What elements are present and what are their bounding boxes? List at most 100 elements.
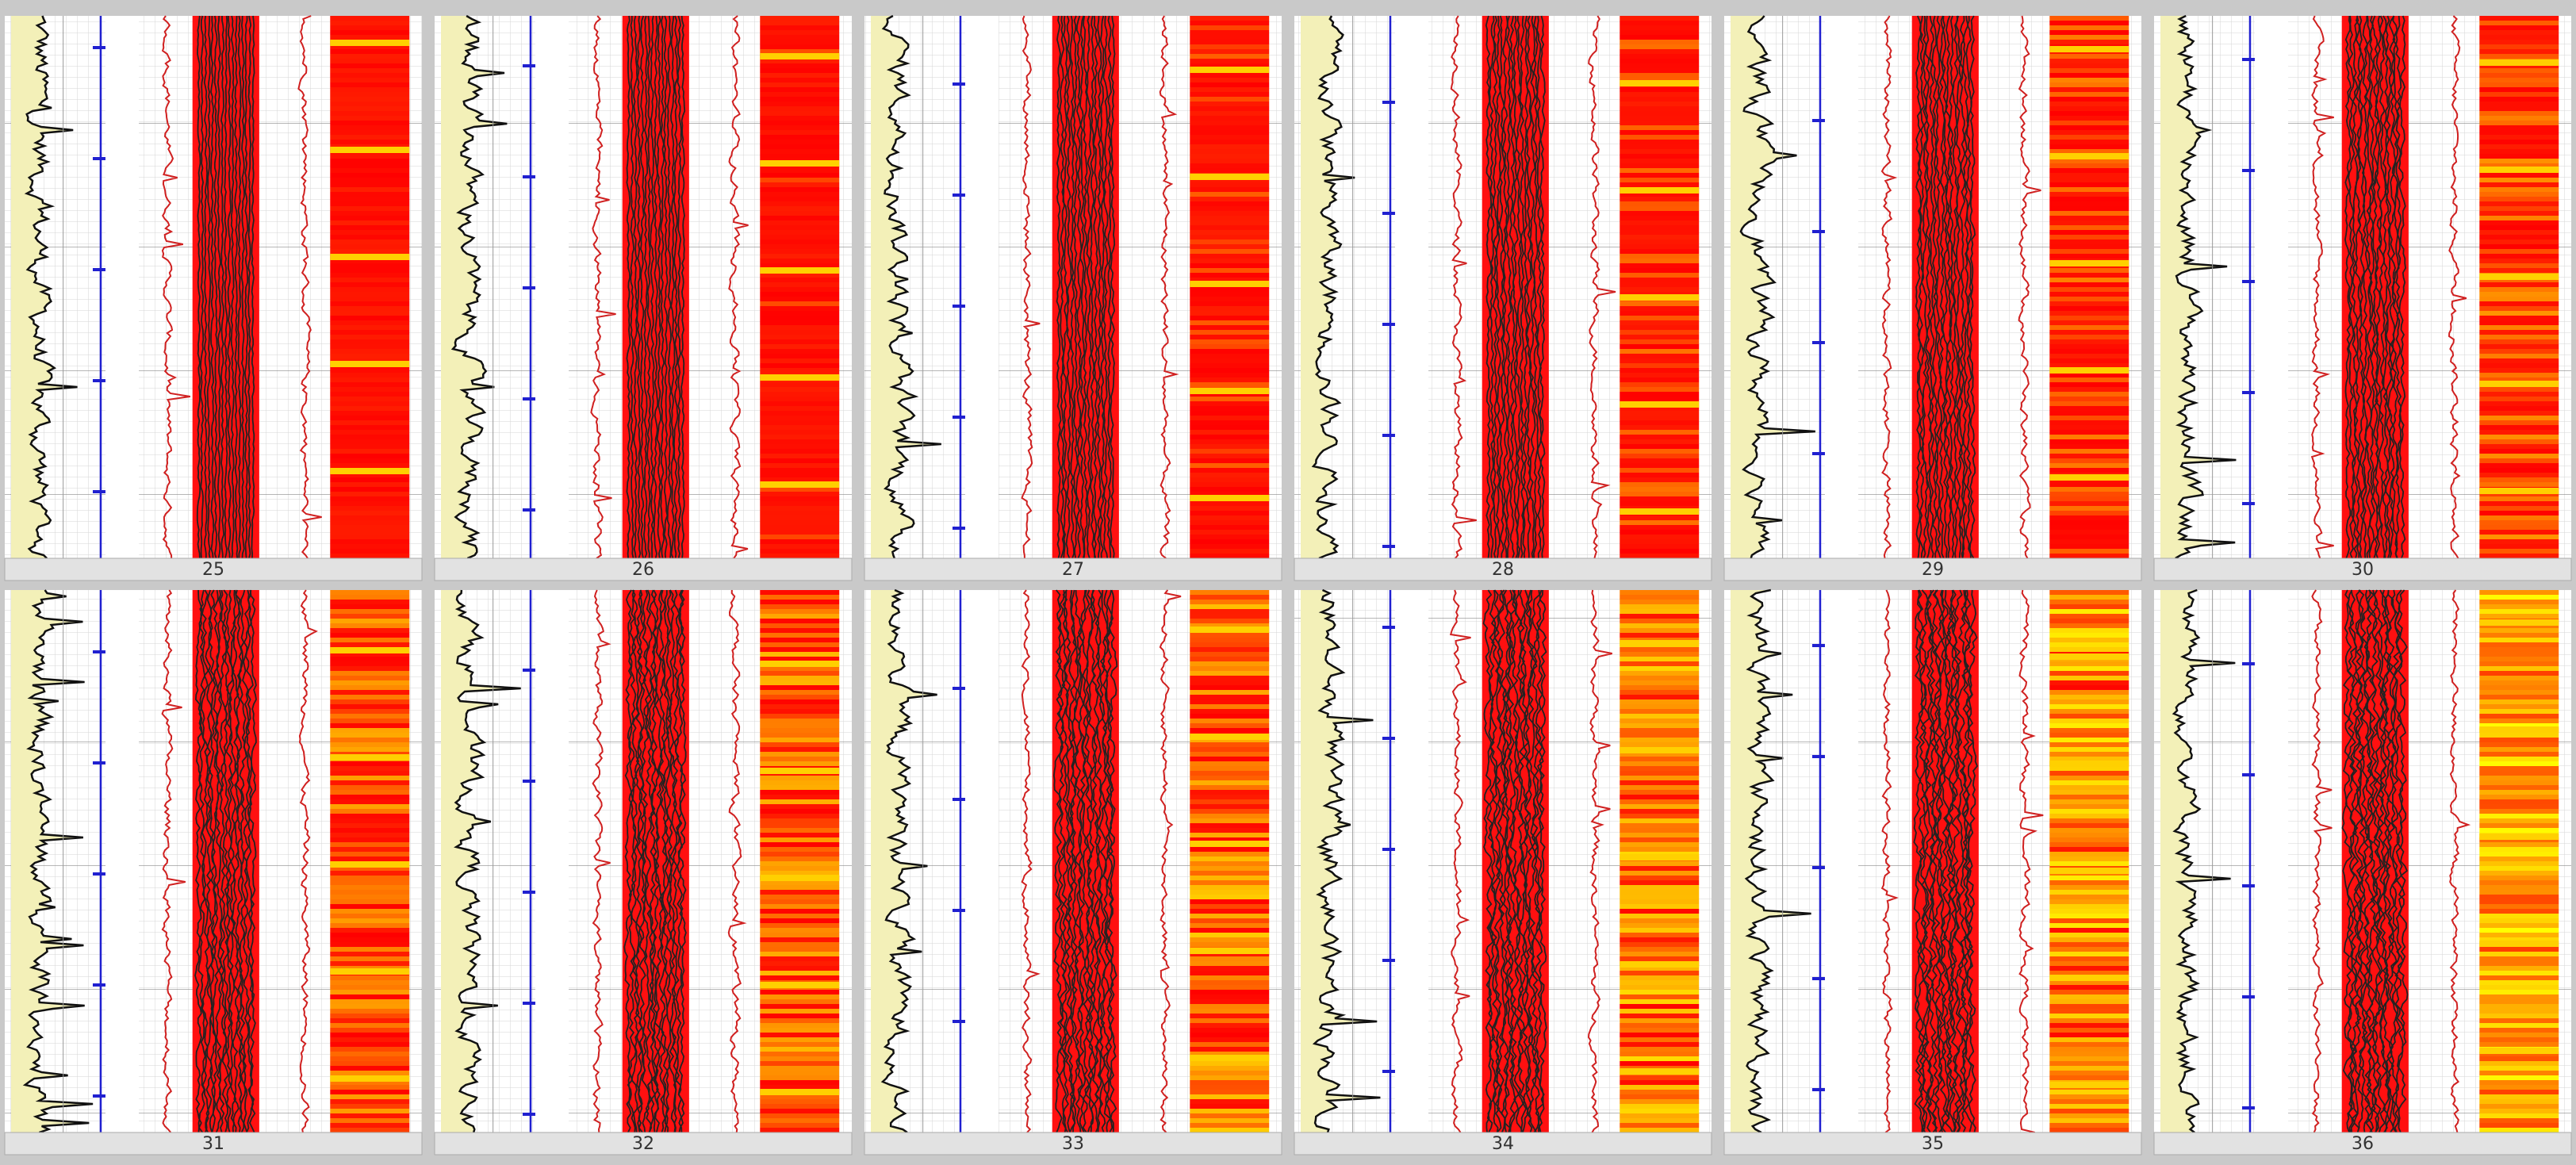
heatmap-cell [1620,87,1700,92]
seismic-trace [1935,589,1948,1133]
heatmap-cell [1620,435,1700,439]
heatmap-cell [330,178,410,182]
heatmap-cell [760,320,840,325]
heatmap-cell [2049,1028,2129,1033]
heatmap-cell [1190,263,1270,268]
heatmap-cell [2479,149,2559,154]
heatmap-cell [1620,695,1700,699]
heatmap-cell [760,728,840,733]
seismic-trace [1110,15,1116,559]
heatmap-cell [1190,297,1270,301]
heatmap-cell [2049,828,2129,833]
heatmap-cell [1620,425,1700,430]
heatmap-cell [2049,857,2129,861]
heatmap-cell [2479,230,2559,235]
heatmap-cell [2049,914,2129,918]
heatmap-cell [760,339,840,344]
heatmap-cell [330,595,410,600]
heatmap-cell [2049,1071,2129,1075]
heatmap-cell [2049,880,2129,885]
heatmap-stripe [1620,294,1700,301]
heatmap-cell [330,16,410,21]
heatmap-cell [330,1018,410,1023]
heatmap-stripe [1190,627,1270,633]
heatmap-cell [1620,990,1700,994]
heatmap-cell [330,1066,410,1071]
heatmap-cell [330,344,410,349]
heatmap-cell [760,554,840,558]
heatmap-cell [2049,439,2129,444]
heatmap-cell [1190,652,1270,657]
heatmap-cell [2049,496,2129,501]
heatmap-cell [330,425,410,430]
heatmap-cell [2049,590,2129,595]
heatmap-cell [1620,1085,1700,1090]
seismic-trace [1505,15,1512,559]
log-panel: 28 [1294,15,1712,581]
heatmap-cell [330,49,410,54]
heatmap-cell [1190,135,1270,140]
heatmap-cell [330,990,410,994]
seismic-trace [1099,15,1106,559]
heatmap-cell [1620,121,1700,125]
heatmap-cell [2479,130,2559,135]
heatmap-cell [330,1071,410,1075]
heatmap-cell [760,861,840,866]
red-curve [1880,589,1899,1133]
heatmap-cell [2049,125,2129,130]
seismic-trace [1931,15,1938,559]
heatmap-cell [2049,818,2129,823]
heatmap-cell [2049,411,2129,416]
heatmap-cell [760,1066,840,1071]
heatmap-cell [330,211,410,216]
heatmap-cell [2479,890,2559,895]
heatmap-cell [2049,140,2129,144]
heatmap-cell [760,761,840,766]
heatmap-cell [1190,933,1270,937]
seismic-trace [1068,589,1077,1133]
heatmap-cell [1190,714,1270,719]
heatmap-cell [2049,235,2129,240]
heatmap-cell [2479,1004,2559,1009]
heatmap-cell [2049,116,2129,121]
seismic-trace [1079,15,1086,559]
heatmap-cell [2049,87,2129,92]
heatmap-cell [2049,1056,2129,1061]
heatmap-cell [2049,723,2129,728]
heatmap-cell [2049,980,2129,985]
seismic-trace [1080,589,1091,1133]
heatmap-cell [1190,752,1270,757]
seismic-trace [245,589,255,1133]
heatmap-cell [1620,738,1700,742]
heatmap-cell [1620,1128,1700,1132]
heatmap-cell [1620,904,1700,909]
heatmap-cell [2049,671,2129,676]
heatmap-cell [760,35,840,40]
label-bar [1723,1132,2142,1155]
heatmap-cell [1620,1028,1700,1033]
heatmap-cell [2049,149,2129,154]
heatmap-cell [760,1080,840,1085]
heatmap-cell [1620,880,1700,885]
heatmap-cell [2049,211,2129,216]
heatmap-cell [760,192,840,197]
heatmap-cell [760,325,840,330]
heatmap-stripe [2049,1082,2129,1088]
heatmap-cell [2049,685,2129,690]
heatmap-stripe [2049,975,2129,981]
heatmap-cell [760,406,840,411]
heatmap-cell [2479,354,2559,358]
heatmap-stripe [760,374,840,381]
heatmap-cell [1190,21,1270,25]
heatmap-cell [2479,425,2559,430]
heatmap-stripe [1190,174,1270,180]
heatmap-cell [2479,714,2559,719]
heatmap-cell [2479,377,2559,382]
heatmap-cell [760,106,840,111]
heatmap-cell [330,435,410,439]
heatmap-stripe [330,40,410,46]
heatmap-cell [1190,1090,1270,1094]
heatmap-cell [2479,154,2559,159]
heatmap-cell [330,809,410,814]
gamma-curve [1312,588,1381,1133]
